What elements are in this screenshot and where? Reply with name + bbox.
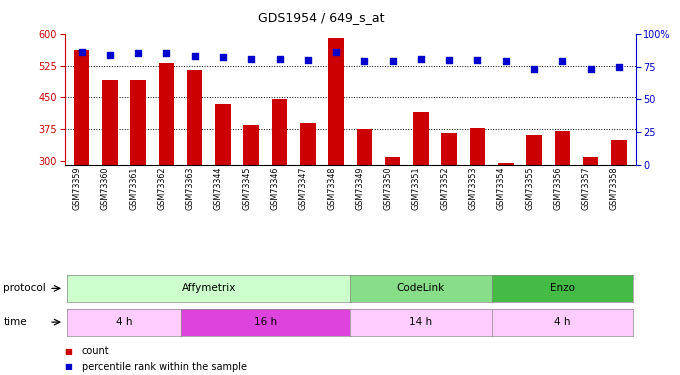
Text: GSM73355: GSM73355 bbox=[525, 167, 534, 210]
Text: Affymetrix: Affymetrix bbox=[182, 284, 236, 293]
Bar bbox=[272, 99, 287, 165]
Bar bbox=[328, 38, 344, 165]
Text: 16 h: 16 h bbox=[254, 317, 277, 327]
Bar bbox=[611, 140, 626, 165]
Point bbox=[444, 57, 455, 63]
Bar bbox=[526, 135, 542, 165]
Point bbox=[415, 56, 426, 62]
Point bbox=[500, 58, 511, 64]
Text: GSM73352: GSM73352 bbox=[440, 167, 449, 210]
Text: ■: ■ bbox=[65, 347, 73, 356]
Text: GSM73359: GSM73359 bbox=[73, 167, 82, 210]
Text: GSM73344: GSM73344 bbox=[214, 167, 223, 210]
Text: GDS1954 / 649_s_at: GDS1954 / 649_s_at bbox=[258, 11, 385, 24]
Bar bbox=[102, 80, 118, 165]
Text: CodeLink: CodeLink bbox=[396, 284, 445, 293]
Text: protocol: protocol bbox=[3, 284, 46, 293]
Point bbox=[585, 66, 596, 72]
Point bbox=[613, 64, 624, 70]
Text: GSM73360: GSM73360 bbox=[101, 167, 110, 210]
Bar bbox=[356, 129, 372, 165]
Point bbox=[303, 57, 313, 63]
Text: 4 h: 4 h bbox=[554, 317, 571, 327]
Point bbox=[472, 57, 483, 63]
Point bbox=[218, 54, 228, 60]
Text: GSM73346: GSM73346 bbox=[271, 167, 279, 210]
Text: GSM73361: GSM73361 bbox=[129, 167, 138, 210]
Text: GSM73353: GSM73353 bbox=[469, 167, 477, 210]
Bar bbox=[215, 104, 231, 165]
Bar bbox=[583, 156, 598, 165]
Bar bbox=[470, 128, 486, 165]
Text: Enzo: Enzo bbox=[549, 284, 575, 293]
Text: GSM73349: GSM73349 bbox=[356, 167, 364, 210]
Text: ■: ■ bbox=[65, 362, 73, 371]
Point bbox=[330, 49, 341, 55]
Point bbox=[105, 52, 116, 58]
Bar bbox=[74, 50, 89, 165]
Text: GSM73350: GSM73350 bbox=[384, 167, 392, 210]
Bar bbox=[554, 131, 570, 165]
Point bbox=[133, 51, 143, 57]
Bar bbox=[300, 123, 316, 165]
Text: percentile rank within the sample: percentile rank within the sample bbox=[82, 362, 247, 372]
Text: GSM73357: GSM73357 bbox=[581, 167, 590, 210]
Bar bbox=[413, 112, 428, 165]
Text: GSM73351: GSM73351 bbox=[412, 167, 421, 210]
Text: GSM73356: GSM73356 bbox=[554, 167, 562, 210]
Bar bbox=[243, 125, 259, 165]
Point bbox=[359, 58, 370, 64]
Text: GSM73358: GSM73358 bbox=[610, 167, 619, 210]
Bar bbox=[131, 80, 146, 165]
Text: 14 h: 14 h bbox=[409, 317, 432, 327]
Text: time: time bbox=[3, 317, 27, 327]
Point bbox=[76, 49, 87, 55]
Point bbox=[528, 66, 539, 72]
Bar bbox=[187, 70, 203, 165]
Point bbox=[245, 56, 256, 62]
Text: GSM73354: GSM73354 bbox=[496, 167, 506, 210]
Bar bbox=[158, 63, 174, 165]
Point bbox=[274, 56, 285, 62]
Text: 4 h: 4 h bbox=[116, 317, 132, 327]
Point bbox=[189, 53, 200, 59]
Point bbox=[161, 51, 172, 57]
Text: GSM73363: GSM73363 bbox=[186, 167, 194, 210]
Point bbox=[557, 58, 568, 64]
Bar bbox=[385, 156, 401, 165]
Text: GSM73345: GSM73345 bbox=[242, 167, 251, 210]
Text: count: count bbox=[82, 346, 109, 356]
Text: GSM73347: GSM73347 bbox=[299, 167, 308, 210]
Text: GSM73348: GSM73348 bbox=[327, 167, 336, 210]
Point bbox=[387, 58, 398, 64]
Bar bbox=[441, 133, 457, 165]
Text: GSM73362: GSM73362 bbox=[157, 167, 167, 210]
Bar bbox=[498, 163, 513, 165]
